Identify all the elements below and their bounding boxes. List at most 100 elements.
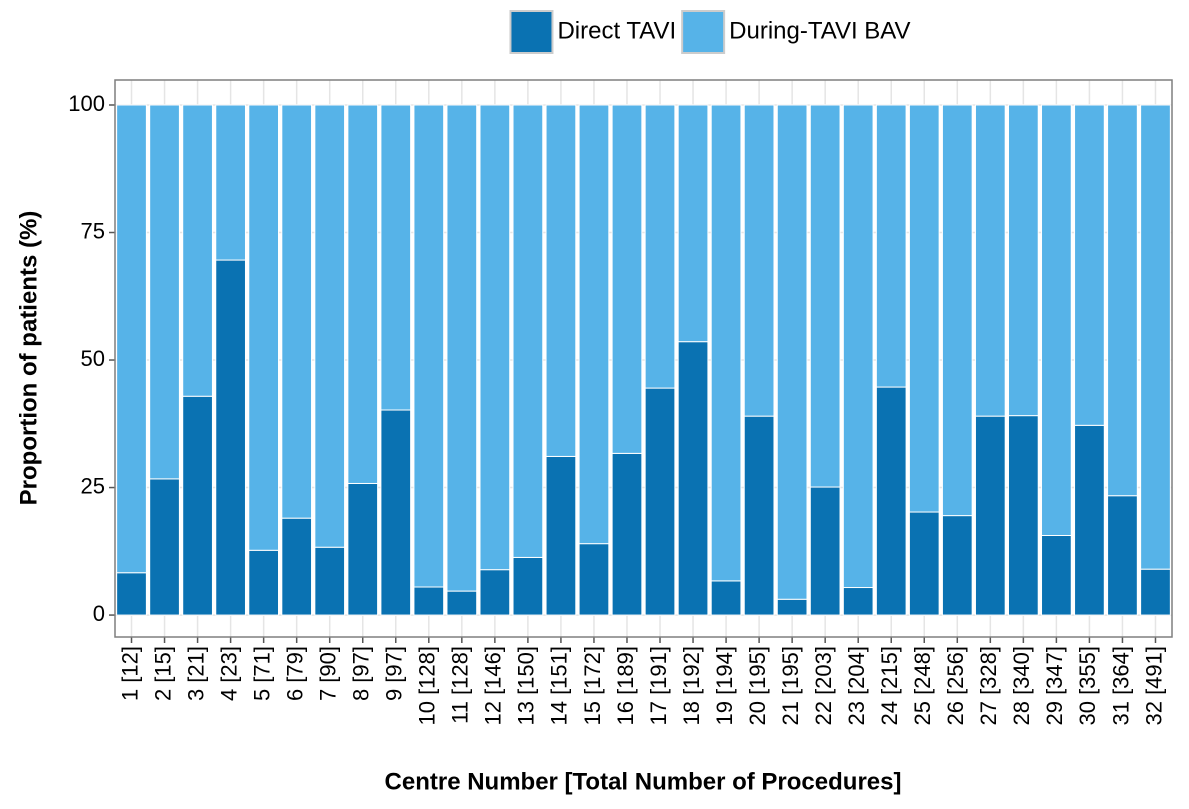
bar-segment [380, 104, 412, 411]
x-tick-label: 25 [248] [910, 646, 935, 726]
panel-border [114, 79, 1173, 638]
x-tick-label: 8 [97] [349, 646, 374, 701]
bar-segment [314, 546, 346, 616]
bar-segment [1107, 104, 1138, 497]
bar-segment [743, 104, 775, 417]
bar-segment [710, 580, 742, 616]
bar-segment [611, 104, 643, 454]
bar-segment [248, 549, 280, 616]
bar-segment [776, 598, 808, 616]
bar-segment [776, 104, 808, 600]
legend-key [509, 10, 554, 54]
bar-segment [479, 104, 511, 571]
bar-segment [809, 104, 841, 488]
bar-segment [1074, 424, 1105, 616]
bar-segment [842, 587, 874, 616]
x-tick-label: 5 [71] [249, 646, 274, 701]
bar-segment [281, 517, 313, 616]
bar-segment [974, 104, 1006, 417]
y-tick-label: 75 [81, 218, 105, 243]
bar-segment [446, 104, 478, 592]
bar-segment [314, 104, 346, 548]
x-axis-title: Centre Number [Total Number of Procedure… [385, 768, 902, 795]
x-tick-label: 18 [192] [679, 646, 704, 726]
bar-segment [413, 104, 445, 588]
x-tick-label: 9 [97] [382, 646, 407, 701]
bar-segment [941, 104, 973, 517]
y-tick-label: 25 [81, 473, 105, 498]
x-tick-label: 20 [195] [745, 646, 770, 726]
bar-segment [1074, 104, 1105, 426]
x-tick-label: 17 [191] [646, 646, 671, 726]
x-tick-label: 16 [189] [613, 646, 638, 726]
legend-label: During-TAVI BAV [729, 17, 910, 44]
y-tick-label: 0 [93, 601, 105, 626]
x-tick-label: 31 [364] [1108, 646, 1133, 726]
x-tick-label: 32 [491] [1141, 646, 1166, 726]
bar-segment [215, 259, 246, 616]
x-tick-label: 27 [328] [976, 646, 1001, 726]
bar-segment [908, 104, 940, 513]
bar-segment [545, 104, 577, 457]
x-tick-label: 6 [79] [282, 646, 307, 701]
x-tick-label: 7 [90] [316, 646, 341, 701]
bar-segment [149, 478, 180, 616]
bar-segment [677, 104, 709, 343]
bar-segment [875, 386, 907, 616]
bar-segment [842, 104, 874, 589]
bar-segment [512, 104, 544, 558]
x-tick-label: 28 [340] [1009, 646, 1034, 726]
bar-segment [677, 341, 709, 616]
bar-segment [182, 104, 213, 397]
bar-segment [1107, 495, 1138, 616]
bar-segment [710, 104, 742, 582]
bar-segment [215, 104, 246, 261]
x-tick-label: 2 [15] [150, 646, 175, 701]
bar-segment [182, 395, 213, 616]
bar-segment [248, 104, 280, 551]
bar-segment [1007, 104, 1039, 417]
bar-segment [1140, 104, 1171, 570]
bar-segment [578, 104, 610, 545]
x-tick-label: 22 [203] [811, 646, 836, 726]
legend-key [681, 10, 726, 54]
bar-segment [347, 482, 379, 616]
x-tick-label: 21 [195] [778, 646, 803, 726]
x-tick-label: 1 [12] [117, 646, 142, 701]
y-tick-label: 50 [81, 346, 105, 371]
y-tick-label: 100 [68, 91, 105, 116]
bar-segment [644, 387, 676, 616]
bar-segment [347, 104, 379, 484]
y-axis-title: Proportion of patients (%) [15, 211, 42, 506]
bar-segment [1041, 104, 1072, 536]
bar-segment [644, 104, 676, 389]
bar-segment [116, 572, 147, 616]
bar-segment [1041, 534, 1072, 616]
bar-segment [380, 409, 412, 616]
bar-segment [545, 455, 577, 616]
x-tick-label: 10 [128] [415, 646, 440, 726]
bar-segment [611, 452, 643, 616]
bar-segment [413, 586, 445, 616]
x-tick-label: 11 [128] [448, 646, 473, 724]
x-tick-label: 3 [21] [183, 646, 208, 701]
x-tick-label: 13 [150] [514, 646, 539, 726]
x-tick-label: 24 [215] [877, 646, 902, 726]
bar-segment [809, 486, 841, 616]
bar-segment [908, 511, 940, 616]
x-tick-label: 26 [256] [943, 646, 968, 726]
bar-segment [875, 104, 907, 388]
x-tick-label: 15 [172] [580, 646, 605, 726]
bar-segment [149, 104, 180, 480]
bar-segment [743, 415, 775, 616]
x-tick-label: 29 [347] [1042, 646, 1067, 726]
bar-segment [446, 590, 478, 616]
bar-segment [281, 104, 313, 519]
bar-segment [1007, 415, 1039, 616]
x-tick-label: 30 [355] [1075, 646, 1100, 726]
bar-segment [974, 415, 1006, 616]
bar-segment [479, 569, 511, 616]
bar-segment [512, 556, 544, 616]
bar-segment [116, 104, 147, 574]
